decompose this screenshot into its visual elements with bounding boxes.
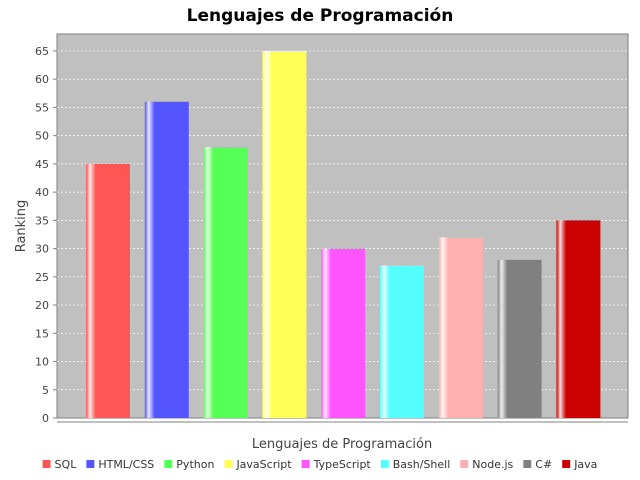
legend-swatch	[460, 460, 469, 468]
bars	[86, 50, 601, 419]
legend-item-label: TypeScript	[313, 458, 372, 471]
legend-item-label: Node.js	[472, 458, 513, 471]
y-axis-label: Ranking	[14, 200, 29, 253]
y-tick-label: 65	[35, 45, 49, 58]
bar-javascript	[262, 50, 307, 419]
legend: SQL HTML/CSS Python JavaScript TypeScript Bas…	[42, 458, 597, 471]
bar-typescript	[321, 248, 366, 418]
y-tick-label: 45	[35, 158, 49, 171]
y-tick-label: 20	[35, 299, 49, 312]
y-tick-label: 40	[35, 186, 49, 199]
y-axis: 0 5 10 15 20 25 30 35 40 45 50 55 60 65	[35, 45, 57, 425]
y-tick-label: 55	[35, 101, 49, 114]
legend-item-label: Python	[176, 458, 214, 471]
y-tick-label: 5	[42, 384, 49, 397]
chart-title: Lenguajes de Programación	[187, 6, 454, 26]
legend-item-label: SQL	[55, 458, 78, 471]
y-tick-label: 0	[42, 412, 49, 425]
y-tick-label: 30	[35, 243, 49, 256]
legend-item-label: HTML/CSS	[98, 458, 154, 471]
legend-swatch	[523, 460, 532, 468]
bar-bash-shell	[380, 265, 424, 418]
x-axis-label: Lenguajes de Programación	[252, 437, 432, 452]
bar-sql	[86, 163, 130, 418]
y-tick-label: 35	[35, 214, 49, 227]
legend-swatch	[224, 460, 233, 468]
bar-node-js	[438, 237, 483, 418]
legend-item-label: Java	[573, 458, 597, 471]
legend-swatch	[562, 460, 571, 468]
legend-swatch	[301, 460, 310, 468]
legend-item-label: C#	[535, 458, 552, 471]
y-tick-label: 60	[35, 73, 49, 86]
legend-swatch	[86, 460, 95, 468]
y-tick-label: 25	[35, 271, 49, 284]
bar-c-	[497, 259, 542, 418]
y-tick-label: 50	[35, 130, 49, 143]
y-tick-label: 10	[35, 356, 49, 369]
legend-item-label: JavaScript	[235, 458, 292, 471]
y-tick-label: 15	[35, 327, 49, 340]
legend-item-label: Bash/Shell	[393, 458, 451, 471]
legend-swatch	[164, 460, 173, 468]
bar-html-css	[144, 101, 189, 418]
legend-swatch	[380, 460, 389, 468]
bar-java	[556, 220, 601, 418]
legend-swatch	[42, 460, 51, 468]
bar-python	[203, 146, 248, 419]
